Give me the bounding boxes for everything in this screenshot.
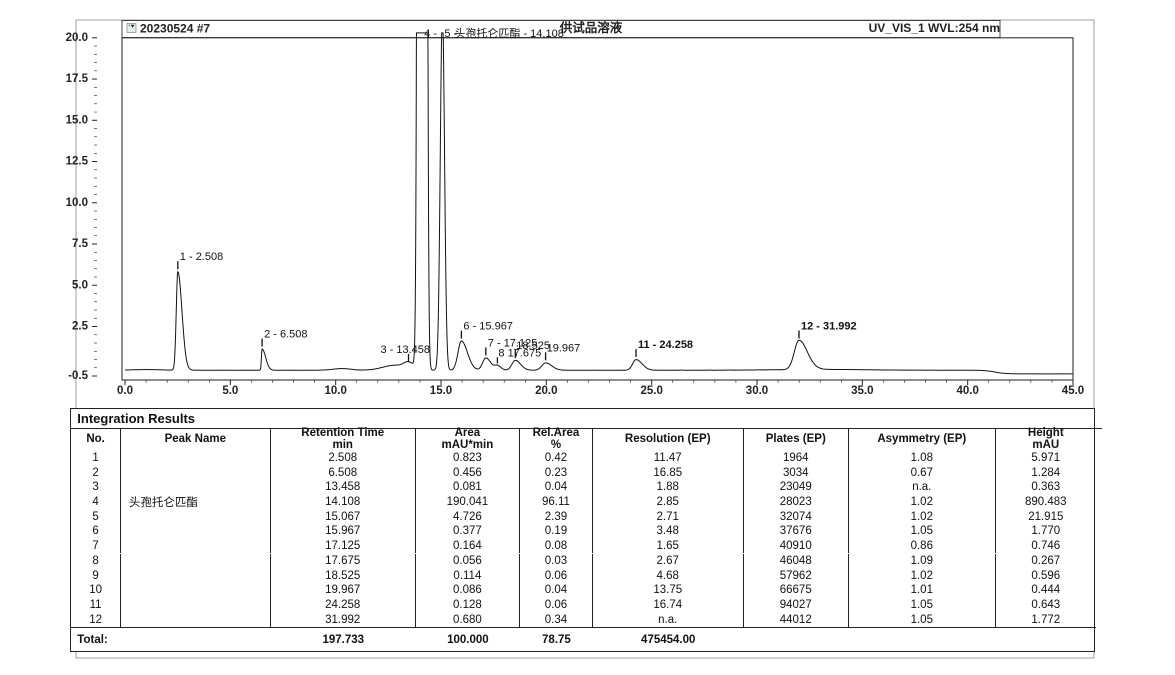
svg-text:3 - 13.458: 3 - 13.458: [381, 344, 431, 356]
svg-text:15.0: 15.0: [66, 114, 88, 126]
svg-text:2.5: 2.5: [72, 321, 89, 333]
svg-text:5.0: 5.0: [222, 385, 238, 397]
svg-text:10.0: 10.0: [66, 197, 88, 209]
svg-text:35.0: 35.0: [851, 385, 873, 397]
svg-text:12 - 31.992: 12 - 31.992: [801, 321, 857, 333]
svg-text:7.5: 7.5: [72, 238, 89, 250]
svg-text:20.0: 20.0: [66, 32, 88, 44]
svg-text:20.0: 20.0: [535, 385, 557, 397]
svg-text:10.0: 10.0: [324, 385, 346, 397]
svg-text:15.0: 15.0: [430, 385, 452, 397]
svg-text:20230524 #7: 20230524 #7: [140, 22, 210, 36]
svg-text:17.5: 17.5: [66, 73, 89, 85]
svg-text:25.0: 25.0: [640, 385, 662, 397]
svg-text:40.0: 40.0: [956, 385, 978, 397]
svg-text:4 -: 4 -: [424, 28, 437, 40]
svg-text:30.0: 30.0: [746, 385, 768, 397]
svg-text:6 - 15.967: 6 - 15.967: [463, 321, 513, 333]
svg-text:12.5: 12.5: [66, 156, 89, 168]
svg-text:头孢托仑匹酯 - 14.108: 头孢托仑匹酯 - 14.108: [454, 26, 563, 40]
svg-text:5.0: 5.0: [72, 279, 88, 291]
svg-text:11 - 24.258: 11 - 24.258: [638, 339, 693, 351]
svg-text:0.0: 0.0: [117, 385, 133, 397]
svg-text:供试品溶液: 供试品溶液: [559, 20, 623, 35]
svg-text:-0.5: -0.5: [68, 370, 88, 382]
svg-text:2 - 6.508: 2 - 6.508: [264, 329, 307, 341]
svg-text:1 - 2.508: 1 - 2.508: [180, 251, 223, 263]
svg-text:UV_VIS_1 WVL:254 nm: UV_VIS_1 WVL:254 nm: [869, 21, 1000, 35]
svg-text:19.967: 19.967: [547, 342, 581, 354]
svg-text:45.0: 45.0: [1062, 385, 1084, 397]
svg-text:18.525: 18.525: [516, 340, 550, 352]
